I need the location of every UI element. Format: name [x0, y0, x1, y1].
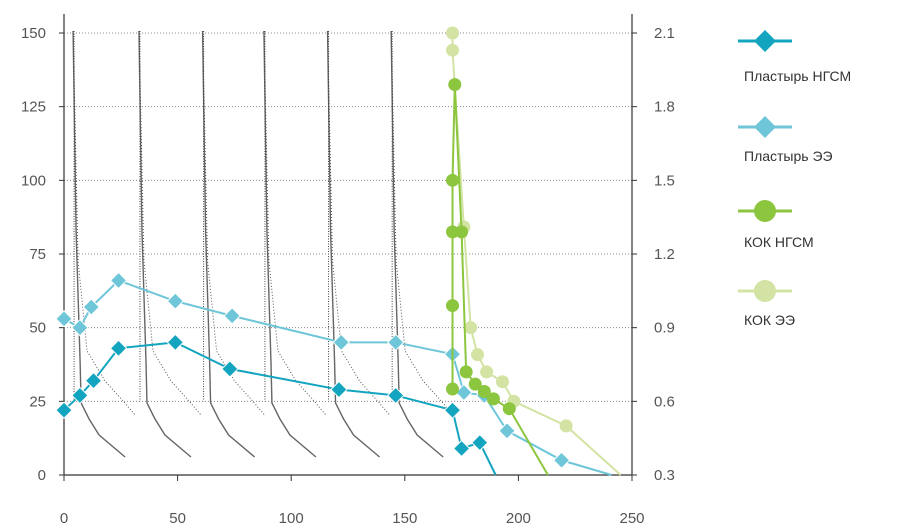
series-3-point-8: [468, 377, 482, 391]
series-3-point-5: [448, 78, 462, 92]
y-right-tick-label-1.8: 1.8: [654, 99, 675, 116]
series-4-point-2: [446, 43, 460, 57]
series-4-point-4: [464, 321, 478, 335]
y-right-tick-label-0.3: 0.3: [654, 467, 675, 484]
series-1-point-6: [221, 360, 239, 378]
legend-symbol-4: [738, 280, 792, 302]
series-3-point-6: [455, 225, 469, 239]
series-1-line: [63, 341, 497, 476]
series-3-point-3: [446, 225, 460, 239]
series-2-point-12: [498, 422, 516, 440]
pk-curve-solid-3: [201, 30, 256, 458]
legend-item-4: КОК ЭЭ: [730, 276, 910, 346]
pk-curve-dotted-1: [72, 30, 136, 416]
series-2-point-1: [55, 310, 73, 328]
series-1-point-3: [84, 371, 103, 390]
series-1-point-5: [166, 333, 185, 352]
pk-curve-dotted-3: [202, 30, 265, 416]
series-2-point-7: [332, 333, 350, 352]
series-3-point-1: [446, 382, 460, 396]
y-left-tick-label-50: 50: [29, 320, 46, 337]
legend-item-2: Пластырь ЭЭ: [730, 112, 910, 182]
y-right-tick-label-2.1: 2.1: [654, 25, 675, 42]
series-3: [446, 78, 549, 476]
series-4-point-6: [480, 365, 494, 379]
series-1-point-11: [471, 433, 489, 452]
legend-symbol-2: [738, 116, 792, 138]
legend-item-1: Пластырь НГСМ: [730, 22, 910, 92]
series-1-point-8: [387, 386, 405, 405]
pk-curve-dotted-5: [327, 30, 390, 416]
x-tick-label-0: 0: [60, 510, 68, 527]
legend-label-3: КОК НГСМ: [744, 234, 814, 250]
x-tick-label-150: 150: [392, 510, 417, 527]
series-1: [55, 333, 497, 476]
series-1-point-1: [55, 401, 73, 419]
pk-curves: [72, 30, 454, 458]
y-right-tick-label-0.6: 0.6: [654, 393, 675, 410]
y-left-tick-label-125: 125: [21, 99, 46, 116]
series-2-point-13: [552, 451, 571, 469]
series-1-point-7: [330, 380, 348, 399]
series-1-point-10: [452, 439, 471, 458]
pk-curve-solid-1: [72, 30, 126, 458]
series-2-point-4: [109, 271, 128, 290]
series-3-point-11: [502, 402, 516, 416]
pk-curve-solid-6: [390, 30, 444, 458]
data-series: [55, 26, 622, 476]
legend-label-2: Пластырь ЭЭ: [744, 148, 833, 164]
legend-marker-3: [754, 200, 776, 222]
series-3-point-10: [486, 392, 500, 406]
legend-marker-4: [754, 280, 776, 302]
series-2-point-3: [82, 298, 100, 316]
pk-curve-dotted-6: [390, 30, 454, 416]
series-2-point-2: [71, 318, 89, 337]
x-tick-label-200: 200: [506, 510, 531, 527]
series-4-point-1: [446, 26, 460, 40]
series-4-point-5: [471, 348, 485, 362]
y-left-tick-label-0: 0: [38, 467, 46, 484]
pk-curve-dotted-4: [263, 30, 327, 416]
series-4-point-9: [559, 419, 573, 433]
series-1-point-2: [71, 386, 89, 405]
x-tick-label-50: 50: [169, 510, 186, 527]
pk-curve-solid-4: [263, 30, 317, 458]
y-right-tick-label-1.5: 1.5: [654, 172, 675, 189]
y-right-tick-label-0.9: 0.9: [654, 320, 675, 337]
series-4: [446, 26, 622, 476]
series-2-line: [63, 279, 612, 476]
legend-label-1: Пластырь НГСМ: [744, 68, 852, 84]
x-tick-label-100: 100: [279, 510, 304, 527]
series-3-point-2: [446, 299, 460, 313]
series-2-point-8: [387, 333, 405, 352]
legend-label-4: КОК ЭЭ: [744, 312, 796, 328]
pk-curve-solid-2: [138, 30, 192, 458]
y-left-tick-label-100: 100: [21, 172, 46, 189]
x-tick-label-250: 250: [619, 510, 644, 527]
y-left-tick-label-75: 75: [29, 246, 46, 263]
series-4-point-7: [495, 375, 509, 389]
legend-symbol-1: [738, 30, 792, 52]
series-3-point-7: [459, 365, 473, 379]
series-2-point-6: [223, 307, 241, 325]
series-1-point-4: [109, 339, 128, 358]
pk-curve-dotted-2: [138, 30, 202, 416]
y-left-tick-label-25: 25: [29, 393, 46, 410]
y-right-tick-label-1.2: 1.2: [654, 246, 675, 263]
series-2-point-5: [166, 292, 185, 310]
legend-marker-1: [754, 30, 776, 52]
axes: 0 25 50 75 100 125 150 0.3 0.6 0.9 1.2 1.5 1.8 2.1 0 50…: [21, 14, 675, 527]
pk-curve-solid-5: [326, 30, 381, 458]
y-left-tick-label-150: 150: [21, 25, 46, 42]
series-3-point-4: [446, 173, 460, 187]
legend-item-3: КОК НГСМ: [730, 196, 910, 266]
series-3-point-9: [477, 385, 491, 399]
series-1-point-9: [443, 401, 462, 419]
legend-symbol-3: [738, 200, 792, 222]
series-2: [55, 271, 612, 476]
legend-marker-2: [754, 116, 776, 138]
